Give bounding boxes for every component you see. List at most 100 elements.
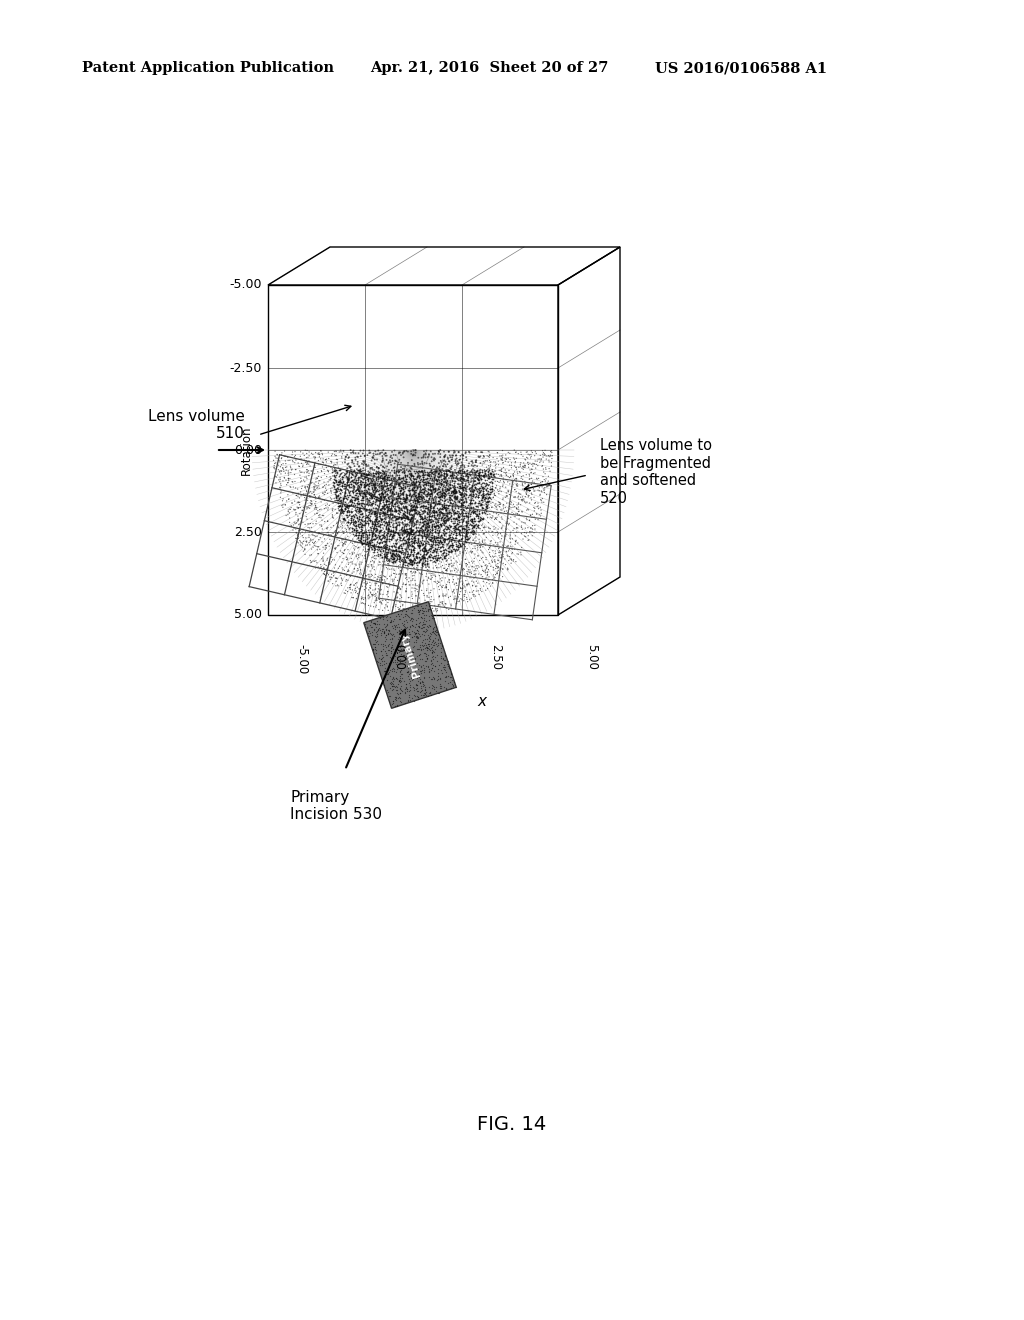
Point [389, 512, 406, 533]
Point [389, 523, 406, 544]
Point [508, 467, 524, 488]
Point [367, 494, 383, 515]
Point [481, 466, 498, 487]
Point [361, 527, 378, 548]
Point [473, 564, 489, 585]
Point [392, 480, 409, 502]
Point [430, 541, 446, 562]
Point [442, 541, 459, 562]
Point [400, 475, 417, 496]
Point [450, 537, 466, 558]
Point [383, 473, 399, 494]
Point [386, 492, 402, 513]
Point [418, 656, 434, 677]
Point [340, 507, 356, 528]
Point [406, 479, 422, 500]
Point [354, 463, 371, 484]
Point [350, 461, 367, 482]
Point [480, 487, 497, 508]
Point [391, 620, 408, 642]
Point [455, 445, 471, 466]
Point [444, 492, 461, 513]
Point [423, 634, 439, 655]
Point [362, 566, 379, 587]
Point [365, 447, 381, 469]
Point [339, 461, 355, 482]
Point [371, 536, 387, 557]
Point [357, 504, 374, 525]
Point [486, 550, 503, 572]
Point [373, 510, 389, 531]
Point [395, 462, 412, 483]
Point [422, 639, 438, 660]
Point [451, 523, 467, 544]
Point [451, 480, 467, 502]
Point [427, 486, 443, 507]
Point [335, 462, 351, 483]
Point [349, 532, 366, 553]
Point [384, 544, 400, 565]
Point [443, 525, 460, 546]
Point [462, 483, 478, 504]
Point [463, 471, 479, 492]
Point [412, 550, 428, 572]
Point [478, 546, 495, 568]
Point [362, 442, 379, 463]
Point [388, 546, 404, 568]
Point [328, 441, 344, 462]
Point [458, 474, 474, 495]
Point [384, 628, 400, 649]
Point [352, 461, 369, 482]
Point [310, 487, 327, 508]
Point [540, 473, 556, 494]
Point [388, 540, 404, 561]
Point [360, 467, 377, 488]
Point [391, 484, 408, 506]
Point [455, 484, 471, 506]
Point [385, 515, 401, 536]
Point [459, 470, 475, 491]
Point [343, 461, 359, 482]
Point [468, 560, 484, 581]
Point [341, 455, 357, 477]
Point [394, 444, 411, 465]
Point [468, 527, 484, 548]
Point [374, 569, 390, 590]
Point [494, 507, 510, 528]
Point [447, 527, 464, 548]
Point [379, 484, 395, 506]
Point [364, 537, 380, 558]
Point [297, 451, 313, 473]
Point [479, 470, 496, 491]
Point [414, 523, 430, 544]
Point [384, 465, 400, 486]
Point [415, 511, 431, 532]
Point [408, 461, 424, 482]
Point [378, 442, 394, 463]
Point [281, 469, 297, 490]
Point [451, 532, 467, 553]
Point [390, 626, 407, 647]
Point [438, 461, 455, 482]
Point [349, 454, 366, 475]
Point [349, 494, 366, 515]
Point [403, 508, 420, 529]
Point [393, 470, 410, 491]
Point [512, 455, 528, 477]
Point [419, 473, 435, 494]
Point [424, 541, 440, 562]
Point [391, 508, 408, 529]
Point [407, 508, 423, 529]
Point [351, 510, 368, 531]
Point [418, 469, 434, 490]
Point [423, 511, 439, 532]
Point [372, 513, 388, 535]
Point [451, 537, 467, 558]
Point [370, 471, 386, 492]
Point [378, 512, 394, 533]
Point [390, 536, 407, 557]
Point [394, 499, 411, 520]
Point [270, 459, 287, 480]
Point [358, 483, 375, 504]
Point [401, 510, 418, 531]
